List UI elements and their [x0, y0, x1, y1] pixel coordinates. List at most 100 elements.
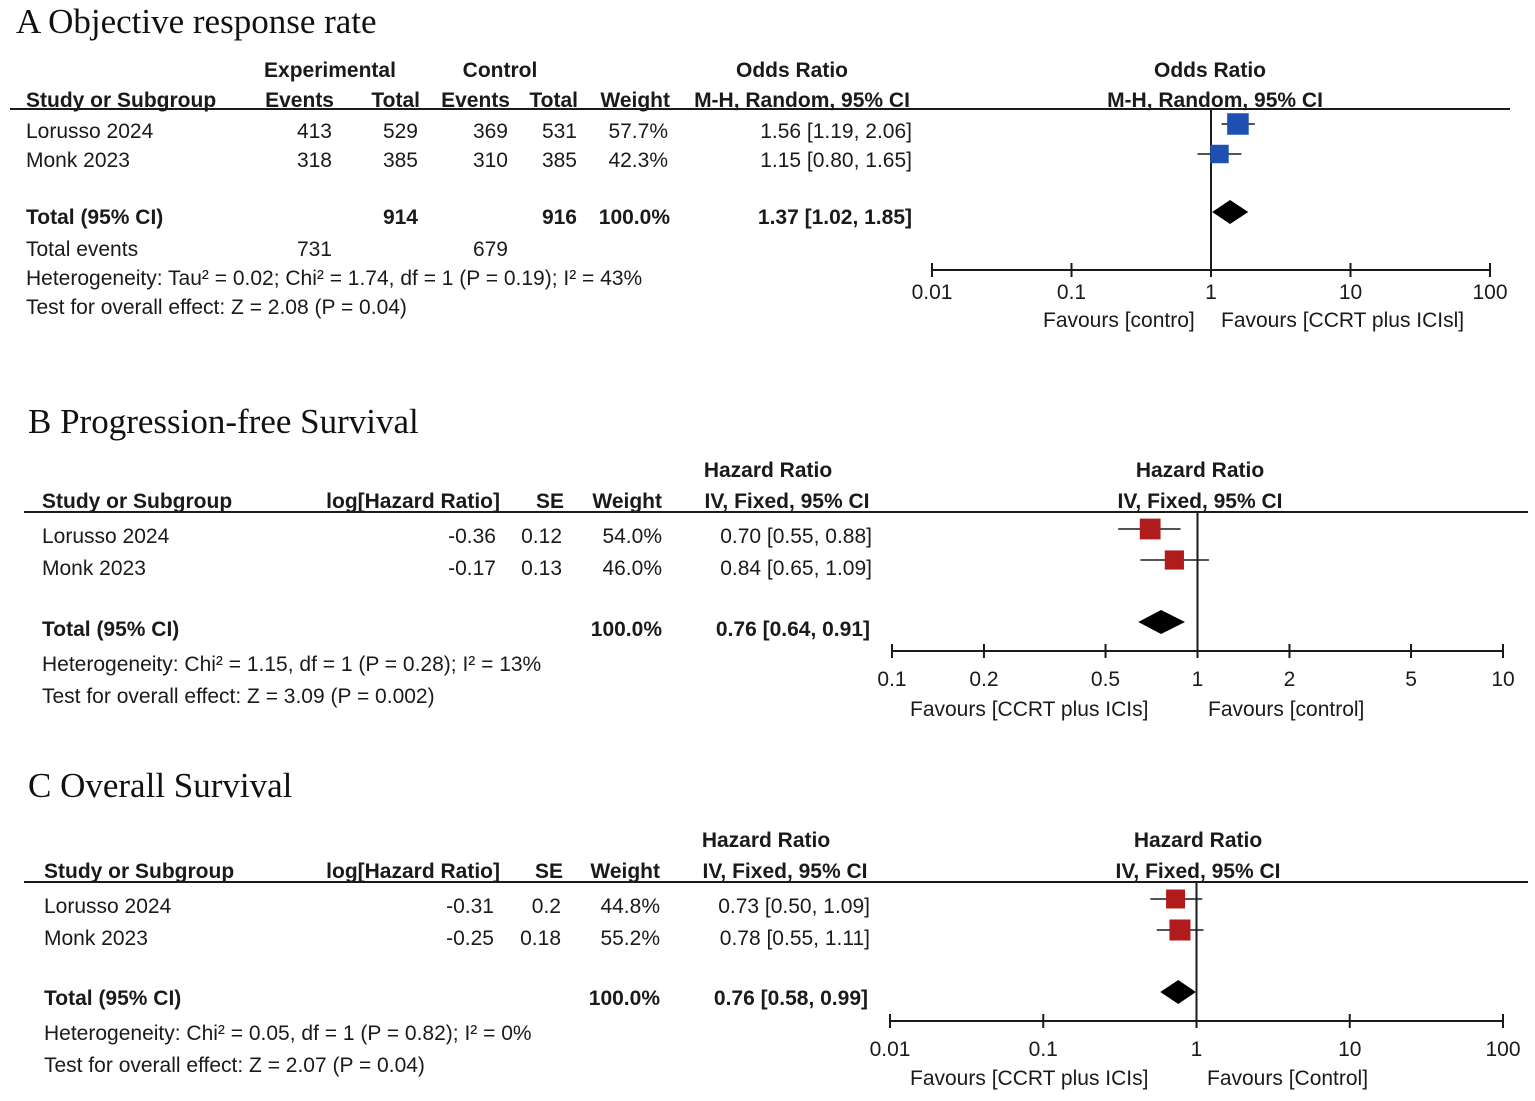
panel-a-experimental-header: Experimental — [264, 59, 396, 82]
panel-a-tick-label: 100 — [1472, 281, 1507, 304]
panel-b-col-se: SE — [535, 490, 564, 513]
total-events-ctrl: 679 — [472, 238, 508, 261]
panel-b-col-effect-method: IV, Fixed, 95% CI — [704, 490, 870, 513]
panel-b-tick-label: 10 — [1491, 668, 1514, 691]
favours-right-label: Favours [CCRT plus ICIsl] — [1221, 309, 1465, 332]
heterogeneity-text: Heterogeneity: Tau² = 0.02; Chi² = 1.74,… — [26, 267, 643, 290]
panel-c-tick-label: 10 — [1338, 1038, 1361, 1061]
panel-a-tick-label: 0.1 — [1057, 281, 1086, 304]
ctrl-events: 310 — [472, 149, 508, 172]
overall-effect-text: Test for overall effect: Z = 2.08 (P = 0… — [26, 296, 407, 319]
panel-b-tick-label: 0.1 — [877, 668, 906, 691]
panel-a-effect-title: Odds Ratio — [735, 59, 848, 82]
panel-b-tick-label: 0.2 — [969, 668, 998, 691]
panel-c-pooled-diamond — [1160, 980, 1196, 1004]
panel-c-tick-label: 1 — [1191, 1038, 1203, 1061]
favours-left-label: Favours [CCRT plus ICIs] — [910, 698, 1149, 721]
overall-effect-text: Test for overall effect: Z = 3.09 (P = 0… — [42, 685, 435, 708]
panel-b-plot-title: Hazard Ratio — [1135, 459, 1265, 482]
panel-b-pooled-diamond — [1138, 610, 1185, 634]
panel-c-col-study: Study or Subgroup — [44, 860, 235, 883]
panel-a-col-exp-events: Events — [265, 89, 334, 112]
se: 0.13 — [521, 557, 562, 580]
panel-b-tick-label: 5 — [1405, 668, 1417, 691]
ctrl-total: 385 — [541, 149, 577, 172]
ctrl-events: 369 — [472, 120, 508, 143]
total-label: Total (95% CI) — [44, 987, 182, 1010]
ctrl-total: 531 — [541, 120, 577, 143]
panel-b-study-marker — [1164, 550, 1184, 570]
panel-a-plot-title: Odds Ratio — [1153, 59, 1266, 82]
ci-text: 1.15 [0.80, 1.65] — [760, 149, 912, 172]
study-name: Monk 2023 — [42, 557, 146, 580]
se: 0.12 — [521, 525, 562, 548]
loghr: -0.31 — [446, 895, 494, 918]
panel-b-study-marker — [1139, 518, 1161, 540]
panel-a-title: A Objective response rate — [16, 2, 377, 41]
overall-effect-text: Test for overall effect: Z = 2.07 (P = 0… — [44, 1054, 425, 1077]
se: 0.2 — [531, 895, 561, 918]
panel-b-plot-method: IV, Fixed, 95% CI — [1117, 490, 1283, 513]
panel-c-col-se: SE — [534, 860, 563, 883]
panel-b-col-weight: Weight — [592, 490, 662, 513]
panel-a-study-marker — [1227, 113, 1249, 135]
panel-a-col-exp-total: Total — [371, 89, 420, 112]
panel-b-header-rule — [24, 511, 1528, 513]
loghr: -0.25 — [446, 927, 494, 950]
weight: 54.0% — [602, 525, 662, 548]
total-ci: 0.76 [0.58, 0.99] — [713, 987, 868, 1010]
panel-a-col-ctrl-total: Total — [529, 89, 578, 112]
panel-c-header-rule — [24, 881, 1528, 883]
weight: 55.2% — [600, 927, 660, 950]
ci-text: 1.56 [1.19, 2.06] — [760, 120, 912, 143]
ci-text: 0.73 [0.50, 1.09] — [718, 895, 870, 918]
total-label: Total (95% CI) — [26, 206, 164, 229]
weight: 44.8% — [600, 895, 660, 918]
panel-c-title: C Overall Survival — [28, 766, 293, 805]
panel-a-tick-label: 0.01 — [912, 281, 953, 304]
exp-events: 413 — [296, 120, 332, 143]
panel-b-tick-label: 2 — [1284, 668, 1296, 691]
total-events-label: Total events — [26, 238, 139, 261]
weight: 57.7% — [608, 120, 668, 143]
favours-left-label: Favours [CCRT plus ICIs] — [910, 1067, 1149, 1090]
panel-a-study-marker — [1210, 144, 1229, 164]
panel-a-col-study: Study or Subgroup — [26, 89, 217, 112]
ci-text: 0.84 [0.65, 1.09] — [720, 557, 872, 580]
panel-b-title: B Progression-free Survival — [28, 402, 419, 441]
panel-a-col-weight: Weight — [600, 89, 670, 112]
total-label: Total (95% CI) — [42, 618, 180, 641]
panel-c-study-marker — [1169, 919, 1191, 941]
favours-right-label: Favours [control] — [1208, 698, 1365, 721]
panel-a-tick-label: 1 — [1205, 281, 1217, 304]
panel-c-col-effect-method: IV, Fixed, 95% CI — [702, 860, 868, 883]
study-name: Monk 2023 — [44, 927, 148, 950]
panel-a-col-ctrl-events: Events — [441, 89, 510, 112]
total-ctrl: 916 — [541, 206, 577, 229]
exp-total: 529 — [382, 120, 418, 143]
ci-text: 0.70 [0.55, 0.88] — [720, 525, 872, 548]
total-events-exp: 731 — [296, 238, 332, 261]
exp-total: 385 — [382, 149, 418, 172]
favours-right-label: Favours [Control] — [1207, 1067, 1369, 1090]
panel-b-tick-label: 0.5 — [1091, 668, 1120, 691]
study-name: Lorusso 2024 — [42, 525, 170, 548]
total-weight: 100.0% — [598, 206, 670, 229]
panel-c-tick-label: 0.1 — [1029, 1038, 1058, 1061]
loghr: -0.36 — [448, 525, 496, 548]
study-name: Lorusso 2024 — [26, 120, 154, 143]
study-name: Monk 2023 — [26, 149, 130, 172]
study-name: Lorusso 2024 — [44, 895, 172, 918]
favours-left-label: Favours [contro] — [1043, 309, 1195, 332]
total-weight: 100.0% — [588, 987, 660, 1010]
total-weight: 100.0% — [590, 618, 662, 641]
panel-a-tick-label: 10 — [1339, 281, 1362, 304]
heterogeneity-text: Heterogeneity: Chi² = 1.15, df = 1 (P = … — [42, 653, 542, 676]
panel-c-col-weight: Weight — [590, 860, 660, 883]
heterogeneity-text: Heterogeneity: Chi² = 0.05, df = 1 (P = … — [44, 1022, 532, 1045]
panel-a-control-header: Control — [462, 59, 538, 82]
panel-c-tick-label: 0.01 — [870, 1038, 911, 1061]
panel-c-effect-title: Hazard Ratio — [701, 829, 831, 852]
total-exp: 914 — [382, 206, 418, 229]
